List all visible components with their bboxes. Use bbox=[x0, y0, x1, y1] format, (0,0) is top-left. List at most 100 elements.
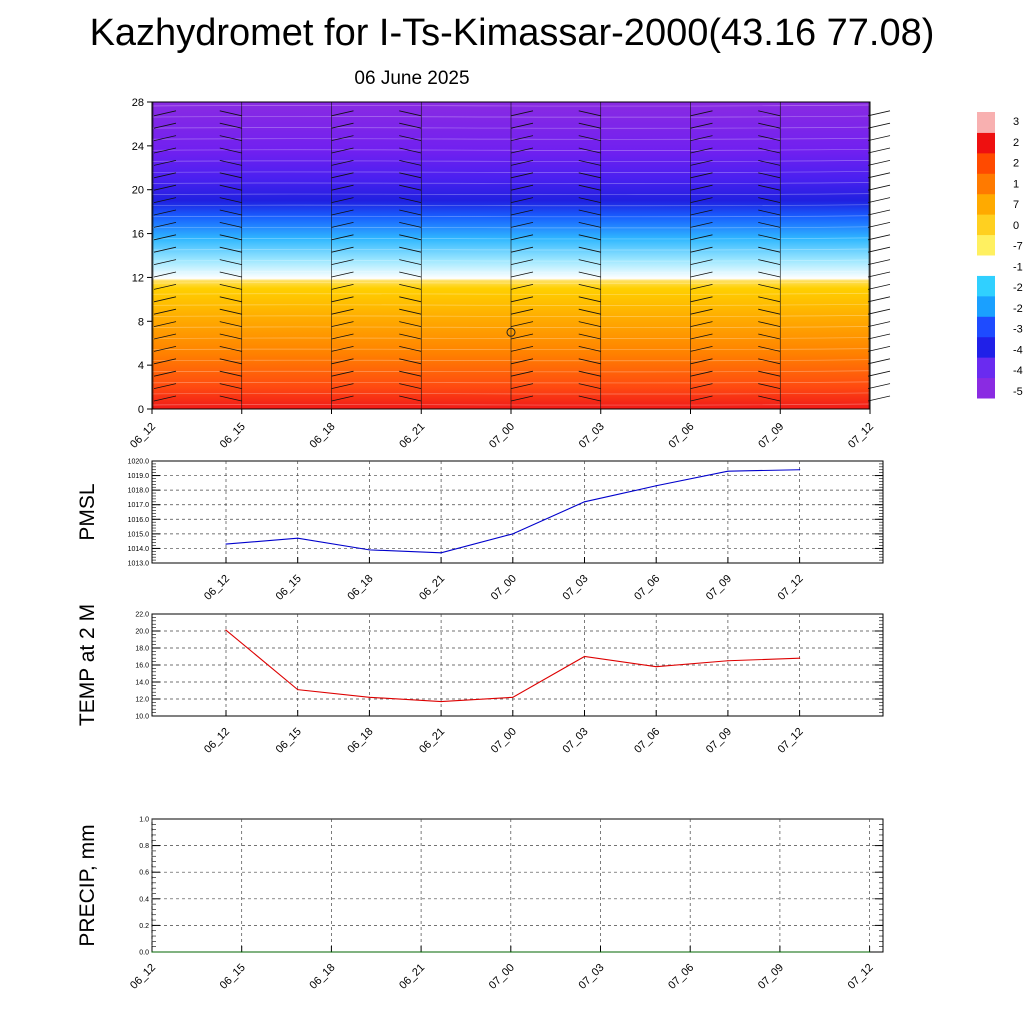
wind-barb bbox=[153, 160, 177, 166]
x-tick-label: 07_06 bbox=[667, 421, 697, 451]
isoline bbox=[151, 104, 871, 107]
wind-barb bbox=[510, 184, 534, 191]
wind-barb bbox=[578, 234, 601, 241]
colorbar-segment bbox=[977, 377, 995, 399]
wind-barb bbox=[219, 222, 242, 228]
wind-barb bbox=[153, 209, 177, 216]
y-tick-label: 22.0 bbox=[135, 612, 149, 619]
wind-barb bbox=[399, 234, 422, 241]
wind-barb bbox=[219, 110, 242, 117]
x-tick-label: 07_03 bbox=[577, 421, 607, 451]
x-tick-label: 07_06 bbox=[632, 573, 662, 603]
wind-barb bbox=[219, 370, 242, 377]
wind-barb bbox=[690, 110, 713, 117]
data-point bbox=[241, 951, 243, 953]
isoline bbox=[151, 303, 871, 306]
wind-barb bbox=[331, 271, 354, 278]
wind-barb bbox=[758, 333, 781, 340]
wind-barb bbox=[219, 321, 242, 327]
wind-barb bbox=[867, 197, 891, 203]
wind-barb bbox=[510, 110, 534, 117]
colorbar-label: 1 bbox=[1013, 178, 1019, 190]
wind-barb bbox=[399, 122, 422, 129]
wind-barb bbox=[219, 209, 242, 216]
wind-barb bbox=[331, 333, 354, 340]
wind-barb bbox=[758, 234, 781, 241]
wind-barb bbox=[399, 333, 422, 340]
wind-barb bbox=[399, 110, 422, 117]
data-point bbox=[368, 696, 370, 698]
wind-barb bbox=[399, 259, 422, 265]
colorbar-segment bbox=[977, 295, 995, 317]
wind-barb bbox=[690, 370, 713, 377]
wind-barb bbox=[399, 308, 422, 315]
wind-barb bbox=[153, 122, 177, 129]
colorbar-segment bbox=[977, 255, 995, 276]
wind-barb bbox=[399, 296, 422, 303]
colorbar-segment bbox=[977, 152, 995, 174]
data-point bbox=[869, 951, 871, 953]
wind-barb bbox=[758, 135, 781, 141]
wind-barb bbox=[867, 308, 891, 315]
wind-barb bbox=[153, 395, 177, 402]
wind-barb bbox=[399, 147, 422, 154]
wind-barb bbox=[399, 246, 422, 253]
wind-barb bbox=[331, 184, 354, 191]
wind-barb bbox=[758, 246, 781, 253]
y-tick-label: 0 bbox=[138, 404, 144, 416]
wind-barb bbox=[153, 321, 177, 327]
wind-barb-column bbox=[510, 102, 534, 409]
wind-barb bbox=[153, 259, 177, 265]
x-tick-label: 06_12 bbox=[202, 726, 232, 756]
y-tick-label: 28 bbox=[132, 97, 144, 109]
x-tick-label: 07_09 bbox=[756, 421, 786, 451]
wind-barb bbox=[510, 222, 534, 228]
wind-barb bbox=[510, 296, 534, 303]
wind-barb bbox=[867, 234, 891, 241]
wind-barb bbox=[219, 383, 242, 389]
wind-barb bbox=[758, 308, 781, 315]
wind-barb bbox=[578, 197, 601, 203]
wind-barb bbox=[331, 209, 354, 216]
colorbar-label: -4 bbox=[1013, 365, 1023, 377]
wind-barb bbox=[690, 333, 713, 340]
data-point bbox=[799, 469, 801, 471]
wind-barb bbox=[153, 184, 177, 191]
data-point bbox=[420, 951, 422, 953]
y-tick-label: 1018.0 bbox=[128, 488, 150, 495]
isoline bbox=[151, 160, 871, 162]
y-tick-label: 10.0 bbox=[135, 714, 149, 721]
wind-barb bbox=[219, 333, 242, 340]
wind-barb bbox=[578, 246, 601, 253]
wind-barb bbox=[867, 160, 891, 166]
wind-barb bbox=[219, 135, 242, 141]
wind-barb bbox=[867, 172, 891, 179]
wind-barb bbox=[510, 346, 534, 352]
wind-barb bbox=[153, 172, 177, 179]
wind-barb bbox=[690, 395, 713, 402]
wind-barb bbox=[578, 395, 601, 402]
wind-barb bbox=[578, 160, 601, 166]
y-tick-label: 1013.0 bbox=[128, 561, 150, 568]
x-tick-label: 06_21 bbox=[417, 726, 447, 756]
wind-barb bbox=[331, 234, 354, 241]
wind-barb bbox=[867, 110, 891, 117]
isoline bbox=[151, 237, 871, 240]
wind-barb bbox=[578, 284, 601, 290]
x-tick-label: 06_15 bbox=[218, 421, 248, 451]
colorbar-label: -5 bbox=[1013, 386, 1023, 398]
wind-barb-column bbox=[152, 102, 177, 409]
wind-barb bbox=[578, 358, 601, 365]
data-point bbox=[727, 470, 729, 472]
colorbar-label: 0 bbox=[1013, 220, 1019, 232]
wind-barb bbox=[399, 222, 422, 228]
chart-title: Kazhydromet for I-Ts-Kimassar-2000(43.16… bbox=[89, 12, 935, 54]
data-point bbox=[512, 696, 514, 698]
wind-barb bbox=[867, 333, 891, 340]
y-tick-label: 1.0 bbox=[139, 817, 149, 824]
wind-barb bbox=[510, 271, 534, 278]
wind-barb bbox=[510, 321, 534, 327]
wind-barb bbox=[399, 271, 422, 278]
data-point bbox=[779, 951, 781, 953]
wind-barb bbox=[399, 160, 422, 166]
